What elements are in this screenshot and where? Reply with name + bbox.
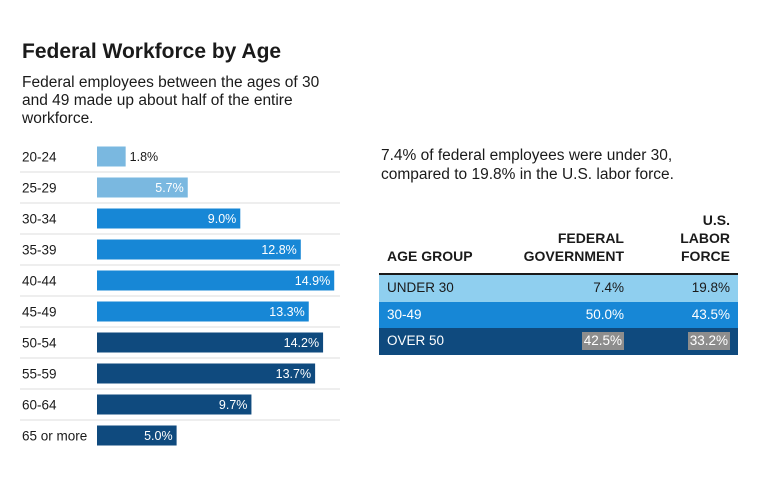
tick-label: 35-39 <box>22 243 57 258</box>
tick-label: 55-59 <box>22 367 57 382</box>
data-label: 13.7% <box>276 367 311 381</box>
comparison-note: 7.4% of federal employees were under 30,… <box>381 147 674 183</box>
cell-federal: 7.4% <box>593 280 624 295</box>
header-labor-force: U.S. LABOR FORCE <box>680 212 730 264</box>
data-label: 9.0% <box>208 212 237 226</box>
tick-label: 25-29 <box>22 181 57 196</box>
cell-age-group: OVER 50 <box>387 333 445 348</box>
cell-labor: 33.2% <box>687 332 730 350</box>
table-row: OVER 50 42.5% 33.2% <box>379 328 738 355</box>
cell-age-group: UNDER 30 <box>387 280 454 295</box>
chart-subtitle: Federal employees between the ages of 30… <box>22 74 320 127</box>
data-label: 14.2% <box>284 336 319 350</box>
table-header: AGE GROUP FEDERAL GOVERNMENT U.S. LABOR … <box>379 205 738 275</box>
tick-label: 40-44 <box>22 274 57 289</box>
data-label: 9.7% <box>219 398 248 412</box>
cell-labor: 43.5% <box>691 306 730 322</box>
table-row: 30-49 50.0% 43.5% <box>379 301 738 328</box>
bar <box>97 146 126 167</box>
bar <box>97 208 241 229</box>
data-label: 12.8% <box>261 243 296 257</box>
cell-labor: 19.8% <box>691 280 730 295</box>
cell-federal: 50.0% <box>585 306 624 322</box>
bar <box>97 394 252 415</box>
bar <box>97 301 309 322</box>
tick-label: 60-64 <box>22 398 57 413</box>
bar <box>97 363 316 384</box>
tick-label: 45-49 <box>22 305 57 320</box>
bar <box>97 332 324 353</box>
bar <box>97 270 335 291</box>
data-label: 5.0% <box>144 429 173 443</box>
tick-label: 50-54 <box>22 336 57 351</box>
data-label: 14.9% <box>295 274 330 288</box>
data-label: 13.3% <box>269 305 304 319</box>
comparison-table: AGE GROUP FEDERAL GOVERNMENT U.S. LABOR … <box>379 205 738 355</box>
header-federal-government: FEDERAL GOVERNMENT <box>523 230 624 264</box>
cell-federal: 42.5% <box>581 332 624 350</box>
bar <box>97 177 188 198</box>
chart-title: Federal Workforce by Age <box>22 40 282 63</box>
tick-label: 20-24 <box>22 150 57 165</box>
bar <box>97 239 301 260</box>
cell-age-group: 30-49 <box>387 306 422 322</box>
data-label: 5.7% <box>155 181 184 195</box>
bar <box>97 425 177 446</box>
tick-label: 30-34 <box>22 212 57 227</box>
table-row: UNDER 30 7.4% 19.8% <box>379 275 738 302</box>
header-age-group: AGE GROUP <box>387 248 473 264</box>
data-label: 1.8% <box>130 150 159 164</box>
tick-label: 65 or more <box>22 429 87 444</box>
